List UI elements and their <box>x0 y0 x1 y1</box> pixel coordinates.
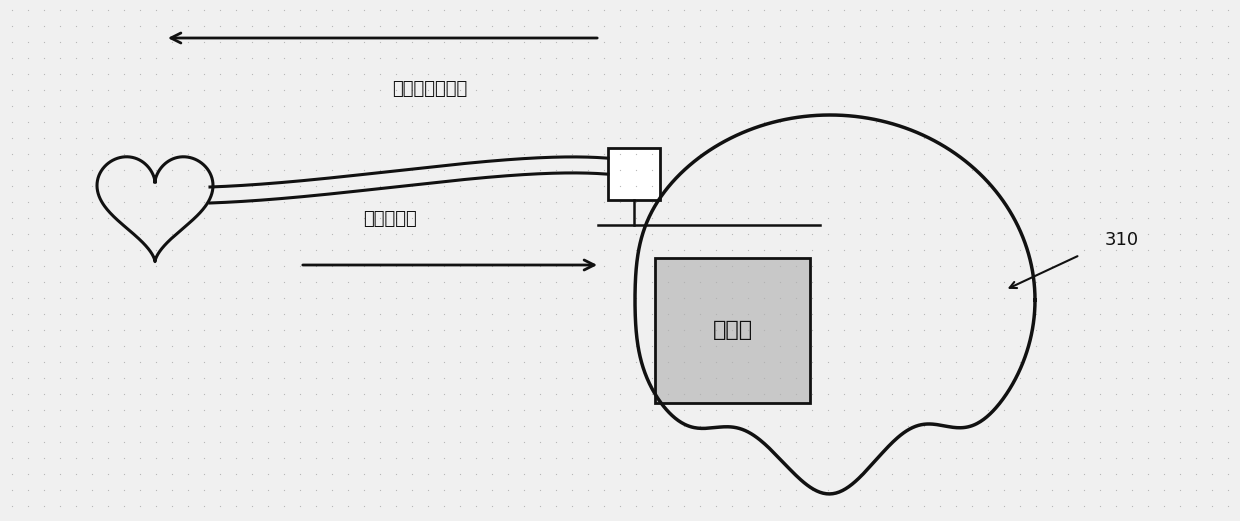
Text: 对心脏的电刺激: 对心脏的电刺激 <box>392 80 467 98</box>
Text: 心率的指示: 心率的指示 <box>363 210 417 228</box>
Text: 310: 310 <box>1105 231 1140 249</box>
Bar <box>608 148 660 200</box>
Text: 处理器: 处理器 <box>713 320 753 341</box>
Bar <box>655 258 810 403</box>
